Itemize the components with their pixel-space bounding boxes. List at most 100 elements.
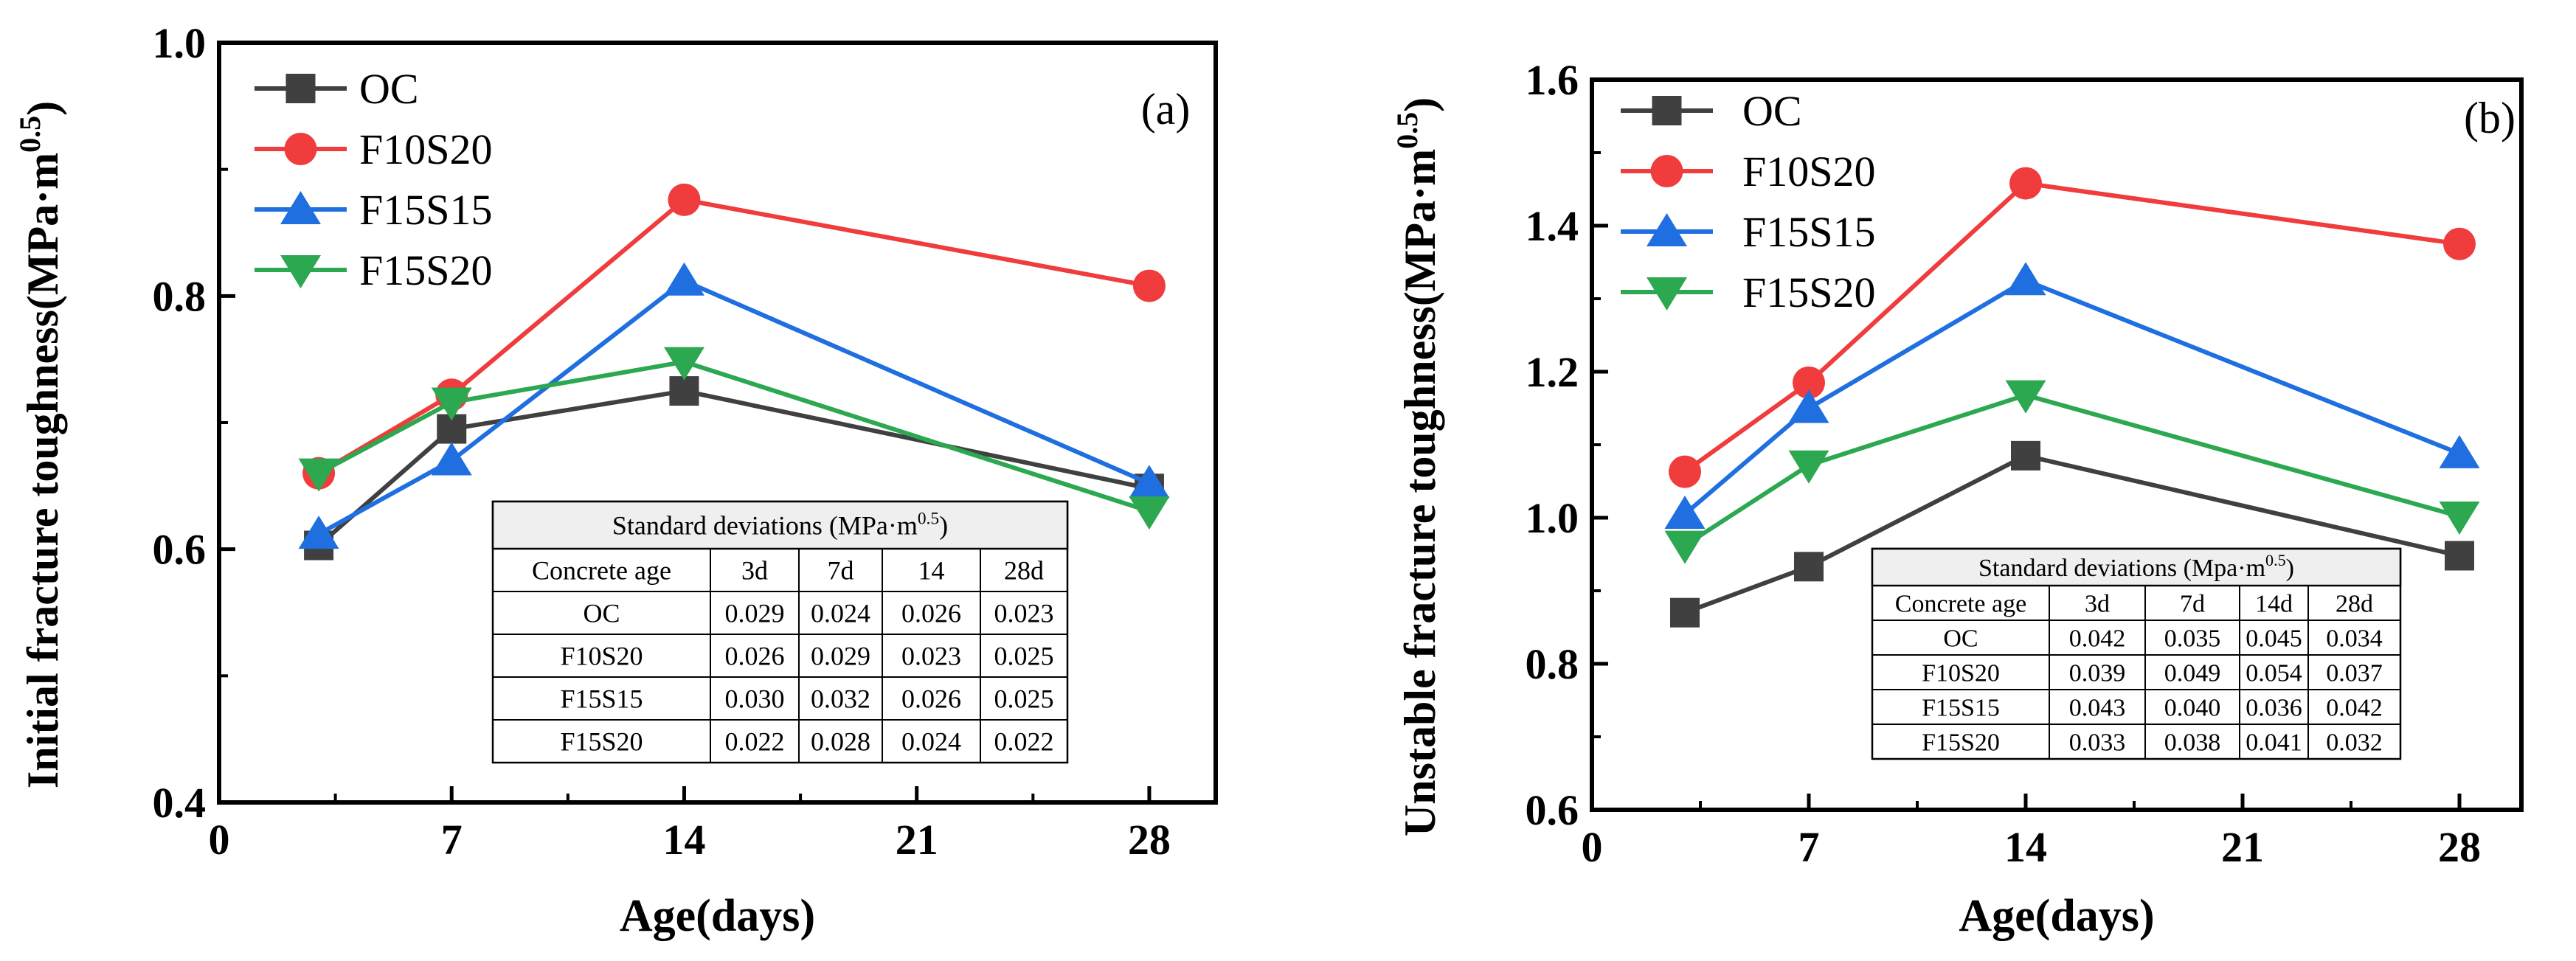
table-cell: OC	[583, 599, 620, 628]
legend-marker-oc	[1652, 96, 1682, 125]
table-cell: OC	[1943, 625, 1978, 652]
data-point-f15s20	[431, 387, 472, 421]
data-point-f15s15	[1664, 496, 1706, 530]
y-tick-label: 1.0	[153, 19, 207, 67]
panel-label: (b)	[2464, 94, 2516, 142]
table-header-cell: 14d	[2255, 590, 2293, 617]
table-cell: 0.034	[2326, 625, 2383, 652]
y-tick-label: 1.4	[1526, 202, 1579, 250]
table-title-text: Standard deviations (Mpa·m	[1978, 555, 2265, 582]
y-axis-title-text: Unstable fracture toughness(MPa·m	[1396, 149, 1444, 836]
table-cell: F15S20	[1922, 729, 2000, 756]
data-point-f10s20	[1669, 455, 1701, 488]
data-point-oc	[1794, 552, 1824, 582]
table-cell: 0.049	[2164, 659, 2221, 687]
data-point-f15s20	[298, 458, 339, 492]
y-axis-title-close: )	[1396, 97, 1444, 112]
y-axis-title-text: Initial fracture toughness(MPa·m	[18, 153, 67, 788]
table-title-cell	[1871, 547, 2402, 587]
y-axis-title-sup: 0.5	[13, 116, 46, 153]
legend-label: F10S20	[1742, 148, 1876, 195]
table-cell: 0.040	[2164, 694, 2221, 721]
panel-label: (a)	[1141, 85, 1191, 133]
data-point-f15s15	[298, 516, 339, 549]
series-line-f10s20	[1683, 181, 2460, 474]
y-tick-label: 0.6	[1526, 786, 1579, 834]
y-tick-label: 0.8	[153, 272, 207, 320]
table-cell: 0.041	[2246, 729, 2302, 756]
y-axis-title-sup: 0.5	[1391, 112, 1424, 149]
legend-marker-f15s15	[1647, 213, 1687, 246]
table-cell: 0.023	[901, 642, 961, 671]
data-point-oc	[2011, 440, 2040, 471]
legend-marker-f10s20	[1650, 155, 1683, 187]
y-axis-title-close: )	[18, 101, 67, 116]
table-cell: F10S20	[1922, 659, 2000, 687]
table-title-sup: 0.5	[2265, 551, 2286, 569]
table-header-cell: 28d	[2336, 590, 2373, 617]
table-cell: 0.032	[811, 684, 870, 714]
series-line-oc	[1683, 453, 2460, 615]
data-point-f15s20	[1129, 496, 1170, 530]
data-point-f15s20	[1788, 450, 1829, 484]
y-tick-label: 1.0	[1526, 494, 1579, 542]
data-point-f15s20	[663, 347, 704, 381]
series-line-f15s15	[1683, 277, 2461, 516]
table-title-sup: 0.5	[918, 510, 939, 529]
data-point-f10s20	[1793, 366, 1825, 399]
table-cell: 0.036	[2246, 694, 2302, 721]
table-title: Standard deviations (Mpa·m0.5)	[1978, 551, 2294, 582]
y-axis-title: Unstable fracture toughness(MPa·m0.5)	[1391, 97, 1444, 836]
table-cell: 0.022	[994, 727, 1054, 757]
x-tick-label: 14	[662, 816, 705, 864]
legend-marker-f15s20	[280, 255, 321, 288]
data-point-f10s20	[668, 183, 701, 216]
table-cell: 0.032	[2326, 729, 2383, 756]
data-point-f15s20	[1664, 530, 1706, 564]
table-cell: 0.025	[994, 684, 1054, 714]
table-cell: F15S20	[560, 727, 643, 757]
legend-label: F15S20	[359, 246, 493, 294]
table-cell: 0.042	[2069, 625, 2126, 652]
legend-label: F15S15	[359, 186, 493, 234]
data-point-f15s20	[2439, 502, 2480, 535]
table-cell: 0.023	[994, 599, 1054, 628]
table-cell: 0.026	[901, 599, 961, 628]
table-header-cell: 7d	[828, 556, 854, 586]
legend-marker-f15s20	[1647, 277, 1687, 310]
legend-label: F15S15	[1742, 208, 1876, 256]
table-header-cell: Concrete age	[532, 556, 671, 586]
table-cell: 0.026	[901, 684, 961, 714]
series-line-f15s20	[1683, 392, 2460, 548]
series-line-f15s15	[317, 278, 1151, 536]
table-title-text: Standard deviations (MPa·m	[612, 511, 918, 541]
table-cell: 0.024	[811, 599, 870, 628]
table-cell: 0.026	[725, 642, 785, 671]
series-line-oc	[317, 389, 1150, 547]
table-cell: 0.029	[811, 642, 870, 671]
x-tick-label: 0	[1582, 823, 1603, 871]
x-tick-label: 0	[209, 816, 230, 864]
x-axis-title: Age(days)	[1959, 891, 2154, 941]
data-point-f15s15	[2439, 434, 2480, 468]
series-line-f10s20	[317, 197, 1150, 476]
table-cell: 0.022	[725, 727, 785, 757]
table-title-close: )	[2286, 555, 2294, 582]
data-point-f10s20	[2009, 167, 2042, 200]
data-point-f15s20	[2005, 380, 2046, 414]
std-dev-table: Standard deviations (MPa·m0.5) Concrete a…	[491, 500, 1069, 764]
table-cell: 0.042	[2326, 694, 2383, 721]
table-cell: 0.028	[811, 727, 870, 757]
series-line-f15s20	[317, 359, 1150, 514]
table-title: Standard deviations (MPa·m0.5)	[612, 510, 948, 541]
panel-b-unstable-fracture-toughness: 0 7 14 21 28 0.6 0.8 1.0 1.2 1.4 1.6 Age(days) Unsta…	[1391, 56, 2524, 941]
data-point-oc	[2445, 541, 2474, 571]
legend-label: OC	[1742, 87, 1802, 135]
table-cell: 0.045	[2246, 625, 2302, 652]
y-tick-label: 0.4	[153, 779, 207, 827]
x-tick-label: 28	[1128, 816, 1171, 864]
table-cell: F15S15	[1922, 694, 2000, 721]
x-tick-label: 21	[896, 816, 938, 864]
table-cell: 0.039	[2069, 659, 2126, 687]
table-header-cell: 28d	[1004, 556, 1044, 586]
